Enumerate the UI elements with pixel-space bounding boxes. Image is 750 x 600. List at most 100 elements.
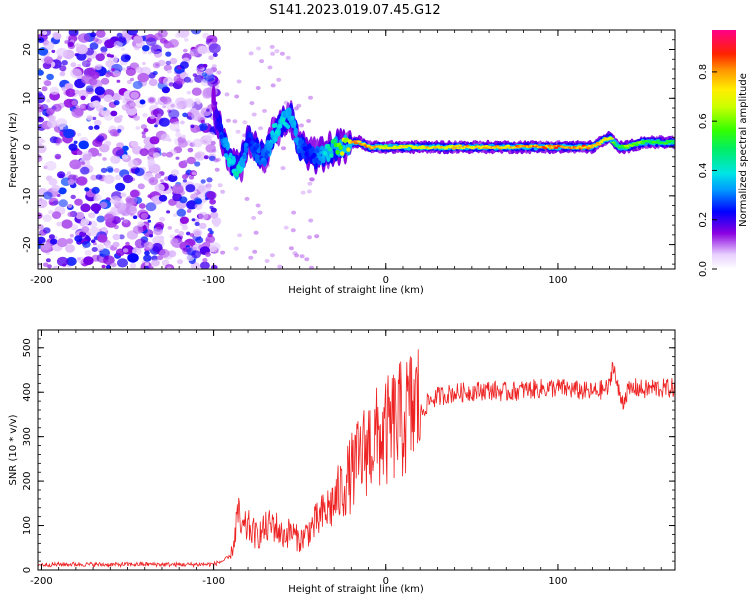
heatmap-noise-cell xyxy=(122,248,129,253)
heatmap-noise-cell xyxy=(81,60,91,68)
heatmap-noise-cell xyxy=(299,123,304,128)
heatmap-ridge-cell xyxy=(340,151,345,156)
heatmap-noise-cell xyxy=(155,101,159,105)
heatmap-noise-cell xyxy=(200,119,205,124)
heatmap-noise-cell xyxy=(252,249,258,254)
heatmap-noise-cell xyxy=(46,73,54,81)
heatmap-noise-cell xyxy=(126,30,139,36)
heatmap-noise-cell xyxy=(66,256,77,266)
colorbar-tick-label: 0.8 xyxy=(698,64,709,80)
heatmap-ridge-cell xyxy=(309,147,314,153)
heatmap-noise-cell xyxy=(120,54,131,63)
y-tick-label: 200 xyxy=(22,472,33,491)
heatmap-noise-cell xyxy=(182,159,189,165)
heatmap-noise-cell xyxy=(190,107,197,114)
snr-x-label: Height of straight line (km) xyxy=(288,584,424,595)
heatmap-noise-cell xyxy=(38,155,41,160)
heatmap-noise-cell xyxy=(189,233,195,237)
heatmap-noise-cell xyxy=(59,71,66,77)
heatmap-noise-cell xyxy=(111,68,116,72)
snr-frame xyxy=(37,329,676,571)
heatmap-noise-cell xyxy=(97,233,108,243)
heatmap-noise-cell xyxy=(210,140,216,146)
heatmap-noise-cell xyxy=(225,118,231,123)
heatmap-noise-cell xyxy=(76,52,87,61)
heatmap-ridge-cell xyxy=(268,142,274,148)
heatmap-noise-cell xyxy=(132,225,144,234)
heatmap-noise-cell xyxy=(159,216,166,222)
heatmap-noise-cell xyxy=(169,122,180,132)
heatmap-ridge-cell xyxy=(264,154,269,159)
heatmap-noise-cell xyxy=(255,86,261,90)
heatmap-noise-cell xyxy=(40,241,51,251)
heatmap-noise-cell xyxy=(308,95,313,100)
heatmap-noise-cell xyxy=(49,86,60,95)
heatmap-noise-cell xyxy=(306,189,312,194)
heatmap-noise-cell xyxy=(258,126,263,131)
heatmap-noise-cell xyxy=(270,51,276,56)
x-tick-label: 0 xyxy=(383,576,389,587)
heatmap-noise-cell xyxy=(42,214,52,222)
heatmap-noise-cell xyxy=(200,179,206,184)
heatmap-noise-cell xyxy=(192,138,203,148)
heatmap-noise-cell xyxy=(112,146,124,157)
heatmap-noise-cell xyxy=(236,79,242,84)
heatmap-noise-cell xyxy=(220,189,226,194)
heatmap-noise-cell xyxy=(235,129,241,134)
heatmap-noise-cell xyxy=(153,152,160,159)
heatmap-noise-cell xyxy=(110,155,121,164)
heatmap-noise-cell xyxy=(83,256,94,266)
heatmap-noise-cell xyxy=(285,55,291,60)
heatmap-noise-cell xyxy=(256,46,261,51)
heatmap-noise-cell xyxy=(167,250,177,258)
heatmap-ridge-cell xyxy=(225,141,230,151)
heatmap-noise-cell xyxy=(175,132,182,138)
heatmap-noise-cell xyxy=(288,246,294,251)
heatmap-noise-cell xyxy=(56,138,63,144)
heatmap-noise-cell xyxy=(129,262,137,269)
heatmap-noise-cell xyxy=(194,151,206,161)
heatmap-noise-cell xyxy=(251,112,257,117)
heatmap-noise-cell xyxy=(105,60,114,68)
heatmap-noise-cell xyxy=(61,60,68,66)
heatmap-noise-cell xyxy=(88,212,96,219)
heatmap-noise-cell xyxy=(80,166,90,175)
heatmap-ridge-cell xyxy=(634,143,639,146)
heatmap-noise-cell xyxy=(101,264,106,269)
heatmap-noise-cell xyxy=(154,200,160,205)
heatmap-ridge-cell xyxy=(273,122,278,128)
heatmap-ridge-cell xyxy=(247,137,252,142)
heatmap-noise-cell xyxy=(117,258,128,268)
heatmap-noise-cell xyxy=(181,134,186,139)
heatmap-ridge-cell xyxy=(305,156,311,162)
heatmap-noise-cell xyxy=(130,91,139,99)
heatmap-noise-cell xyxy=(82,240,91,248)
heatmap-noise-cell xyxy=(122,174,134,184)
heatmap-noise-cell xyxy=(76,176,88,186)
heatmap-noise-cell xyxy=(116,79,121,83)
heatmap-ridge-cell xyxy=(553,146,559,149)
heatmap-noise-cell xyxy=(163,64,172,72)
snr-y-ticks: 0 100 200 300 400 500 xyxy=(22,329,675,573)
x-tick-label: -200 xyxy=(30,275,53,286)
heatmap-ridge-cell xyxy=(217,127,222,132)
heatmap-noise-cell xyxy=(70,224,79,231)
heatmap-noise-cell xyxy=(171,184,184,195)
heatmap-noise-cell xyxy=(206,187,212,191)
heatmap-noise-cell xyxy=(182,223,187,228)
heatmap-ridge-cell xyxy=(278,123,283,129)
heatmap-noise-cell xyxy=(253,230,259,235)
heatmap-noise-cell xyxy=(187,111,193,117)
heatmap-noise-cell xyxy=(257,210,263,215)
heatmap-noise-cell xyxy=(137,183,145,190)
heatmap-noise-cell xyxy=(304,257,310,262)
heatmap-noise-cell xyxy=(58,199,68,208)
heatmap-ridge-cell xyxy=(267,146,272,152)
heatmap-ridge-cell xyxy=(586,147,591,150)
heatmap-noise-cell xyxy=(67,179,75,185)
heatmap-noise-cell xyxy=(51,49,56,54)
heatmap-noise-cell xyxy=(300,190,306,195)
heatmap-noise-cell xyxy=(119,95,125,101)
heatmap-noise-cell xyxy=(93,125,100,130)
heatmap-noise-cell xyxy=(165,51,172,57)
